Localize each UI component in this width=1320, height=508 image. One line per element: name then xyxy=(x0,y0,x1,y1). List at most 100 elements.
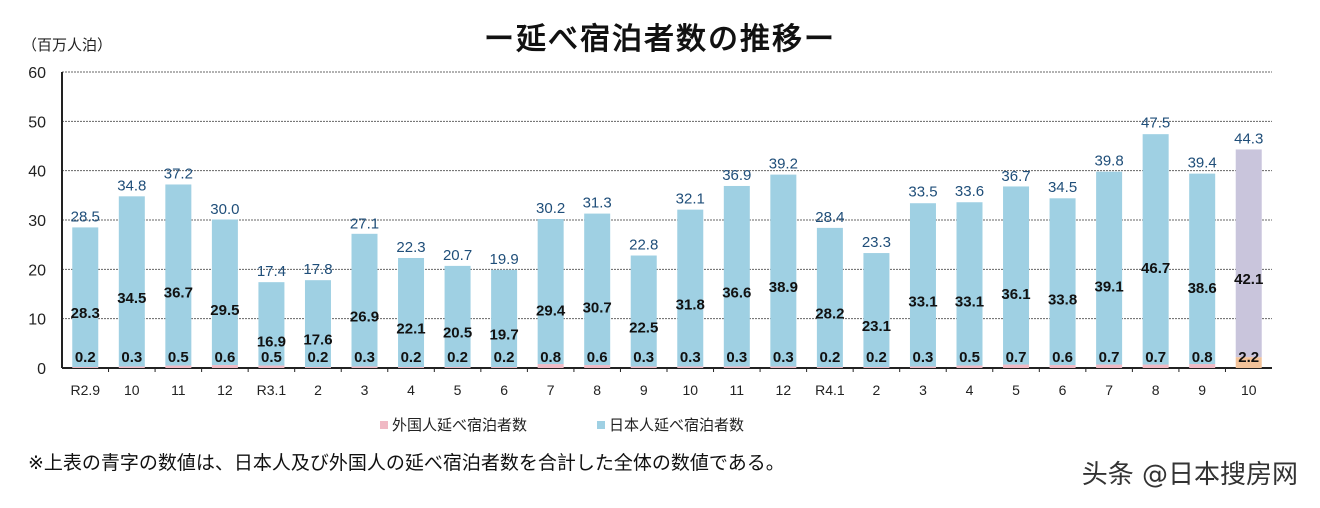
total-label: 22.3 xyxy=(396,239,425,256)
total-label: 39.4 xyxy=(1188,155,1217,172)
foreign-value-label: 0.2 xyxy=(819,349,840,366)
bar-japanese xyxy=(304,280,331,368)
foreign-value-label: 0.2 xyxy=(866,349,887,366)
foreign-value-label: 0.7 xyxy=(1099,349,1120,366)
y-axis-unit: （百万人泊） xyxy=(22,36,113,54)
bar-foreign xyxy=(491,367,518,368)
foreign-value-label: 0.6 xyxy=(1052,349,1073,366)
legend-swatch-japanese xyxy=(597,420,606,429)
foreign-value-label: 0.3 xyxy=(121,349,142,366)
legend-item-foreign: 外国人延べ宿泊者数 xyxy=(380,414,527,435)
japanese-value-label: 22.5 xyxy=(629,320,658,337)
bar-foreign xyxy=(677,366,704,368)
total-label: 34.8 xyxy=(117,177,146,194)
japanese-value-label: 28.3 xyxy=(71,305,100,322)
bar-foreign xyxy=(584,365,611,368)
x-tick-label: 9 xyxy=(1198,382,1206,398)
foreign-value-label: 0.3 xyxy=(633,349,654,366)
total-label: 28.5 xyxy=(71,208,100,225)
bar-japanese xyxy=(72,227,99,368)
bar-japanese xyxy=(118,196,145,367)
bar-japanese xyxy=(770,174,797,367)
x-tick-label: 12 xyxy=(776,382,792,398)
total-label: 19.9 xyxy=(490,251,519,268)
x-tick-label: 7 xyxy=(547,382,555,398)
japanese-value-label: 20.5 xyxy=(443,324,472,341)
foreign-value-label: 0.3 xyxy=(773,349,794,366)
bar-foreign xyxy=(351,366,378,368)
y-tick-label: 0 xyxy=(37,361,46,378)
x-tick-label: R2.9 xyxy=(70,382,100,398)
bar-japanese xyxy=(351,233,378,367)
total-label: 36.9 xyxy=(722,167,751,184)
x-tick-label: 6 xyxy=(1059,382,1067,398)
foreign-value-label: 0.6 xyxy=(214,349,235,366)
japanese-value-label: 34.5 xyxy=(117,290,146,307)
y-tick-label: 40 xyxy=(28,164,46,181)
foreign-value-label: 0.3 xyxy=(354,349,375,366)
foreign-value-label: 0.5 xyxy=(959,349,980,366)
legend: 外国人延べ宿泊者数 日本人延べ宿泊者数 xyxy=(380,414,744,435)
bar-foreign xyxy=(863,367,890,368)
foreign-value-label: 0.2 xyxy=(75,349,96,366)
japanese-value-label: 36.6 xyxy=(722,285,751,302)
bar-foreign xyxy=(770,366,797,368)
total-label: 33.6 xyxy=(955,183,984,200)
foreign-value-label: 0.8 xyxy=(1192,349,1213,366)
foreign-value-label: 2.2 xyxy=(1238,349,1259,366)
x-tick-label: 10 xyxy=(124,382,140,398)
foreign-value-label: 0.5 xyxy=(261,349,282,366)
total-label: 17.4 xyxy=(257,263,286,280)
foreign-value-label: 0.7 xyxy=(1145,349,1166,366)
bar-foreign xyxy=(72,367,99,368)
japanese-value-label: 33.8 xyxy=(1048,292,1077,309)
x-tick-label: 2 xyxy=(873,382,881,398)
bar-japanese xyxy=(398,257,425,368)
x-tick-label: 10 xyxy=(682,382,698,398)
bar-japanese xyxy=(1189,173,1216,365)
foreign-value-label: 0.2 xyxy=(308,349,329,366)
x-tick-label: 12 xyxy=(217,382,233,398)
japanese-value-label: 26.9 xyxy=(350,309,379,326)
japanese-value-label: 19.7 xyxy=(490,326,519,343)
y-tick-label: 10 xyxy=(28,312,46,329)
bar-japanese xyxy=(537,219,564,365)
japanese-value-label: 46.7 xyxy=(1141,260,1170,277)
total-label: 31.3 xyxy=(583,195,612,212)
total-label: 39.8 xyxy=(1095,153,1124,170)
x-tick-label: 11 xyxy=(730,382,745,398)
bar-japanese xyxy=(1003,186,1030,365)
bar-japanese xyxy=(165,184,192,366)
bar-japanese xyxy=(258,282,285,366)
bar-foreign xyxy=(165,365,192,368)
japanese-value-label: 16.9 xyxy=(257,333,286,350)
bar-japanese xyxy=(584,213,611,366)
bar-japanese xyxy=(956,202,983,366)
y-tick-label: 50 xyxy=(28,114,46,131)
bar-japanese xyxy=(491,269,518,368)
legend-swatch-foreign xyxy=(380,420,388,429)
y-tick-label: 30 xyxy=(28,213,46,230)
bar-japanese xyxy=(909,203,936,367)
bar-japanese xyxy=(1142,134,1169,365)
bar-japanese xyxy=(816,227,843,368)
foreign-value-label: 0.3 xyxy=(913,349,934,366)
japanese-value-label: 36.1 xyxy=(1001,286,1030,303)
y-tick-label: 60 xyxy=(28,65,46,82)
x-tick-label: 4 xyxy=(407,382,415,398)
japanese-value-label: 33.1 xyxy=(908,293,937,310)
x-tick-label: 5 xyxy=(454,382,462,398)
bar-foreign xyxy=(723,366,750,368)
total-label: 39.2 xyxy=(769,156,798,173)
japanese-value-label: 39.1 xyxy=(1095,279,1124,296)
foreign-value-label: 0.2 xyxy=(494,349,515,366)
bar-foreign xyxy=(304,367,331,368)
bar-foreign xyxy=(398,367,425,368)
japanese-value-label: 36.7 xyxy=(164,284,193,301)
japanese-value-label: 42.1 xyxy=(1234,271,1263,288)
x-tick-label: 8 xyxy=(593,382,601,398)
bar-foreign xyxy=(1049,365,1076,368)
x-tick-label: 5 xyxy=(1012,382,1020,398)
x-tick-label: 9 xyxy=(640,382,648,398)
bar-japanese xyxy=(723,185,750,367)
